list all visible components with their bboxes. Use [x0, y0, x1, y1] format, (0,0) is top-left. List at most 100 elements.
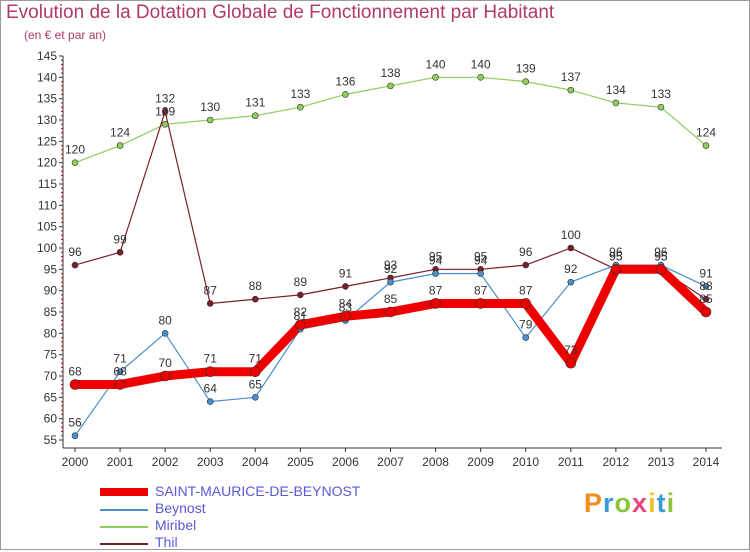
data-point-thil [567, 244, 575, 252]
data-point-saint-maurice [295, 319, 306, 331]
data-point-beynost [432, 270, 439, 277]
data-point-miribel [477, 74, 484, 81]
data-labels: 120 124 129 130 131 133 136 138 140 140 139 137 134 1… [65, 57, 716, 429]
data-label-saint-maurice: 87 [519, 283, 533, 297]
data-point-miribel [657, 103, 665, 111]
logo-letter: r [603, 488, 615, 518]
data-point-miribel [612, 99, 620, 107]
data-label-miribel: 134 [606, 83, 626, 97]
data-point-miribel [432, 74, 439, 81]
legend-swatch-saint-maurice [100, 488, 148, 496]
data-label-beynost: 96 [654, 245, 668, 259]
y-tick-label: 100 [37, 241, 57, 255]
data-label-saint-maurice: 68 [68, 365, 82, 379]
legend-swatch-beynost [100, 509, 148, 511]
x-tick-label: 2010 [512, 455, 539, 469]
legend-label-miribel: Miribel [155, 517, 197, 533]
data-label-thil: 132 [155, 91, 175, 105]
y-tick-label: 130 [37, 113, 57, 127]
y-tick-label: 90 [44, 284, 58, 298]
data-label-thil: 88 [249, 279, 263, 293]
data-point-miribel [116, 142, 124, 149]
data-point-miribel [387, 82, 394, 90]
line-chart: 5560657075808590951001051101151201251301… [37, 49, 722, 469]
data-label-miribel: 139 [516, 62, 536, 76]
data-label-thil: 87 [204, 283, 218, 297]
x-tick-label: 2006 [332, 455, 359, 469]
data-label-thil: 95 [474, 249, 488, 263]
data-point-saint-maurice [249, 366, 261, 378]
y-tick-label: 70 [44, 369, 58, 383]
data-label-saint-maurice: 85 [699, 292, 713, 306]
data-label-beynost: 64 [204, 382, 218, 396]
logo-letter: o [614, 488, 633, 518]
data-label-miribel: 124 [110, 126, 130, 140]
data-label-thil: 100 [561, 228, 581, 242]
data-label-beynost: 96 [609, 245, 623, 259]
data-label-miribel: 140 [426, 57, 446, 71]
data-point-beynost [522, 334, 530, 341]
data-point-miribel [522, 78, 530, 85]
data-point-miribel [251, 112, 259, 120]
data-point-saint-maurice [655, 264, 667, 275]
data-label-miribel: 140 [471, 57, 491, 71]
x-tick-label: 2009 [467, 455, 494, 469]
data-point-saint-maurice [385, 306, 396, 318]
data-label-saint-maurice: 71 [204, 352, 218, 366]
y-tick-label: 85 [44, 305, 58, 319]
data-label-beynost: 83 [339, 301, 353, 315]
data-point-saint-maurice [340, 310, 351, 322]
legend-label-beynost: Beynost [155, 500, 206, 516]
data-label-beynost: 56 [68, 416, 82, 430]
y-tick-label: 145 [37, 49, 57, 63]
data-point-thil [71, 261, 79, 269]
data-point-beynost [251, 394, 259, 401]
data-point-beynost [71, 432, 79, 440]
y-tick-label: 75 [44, 348, 58, 362]
data-label-miribel: 133 [651, 87, 671, 101]
x-tick-label: 2013 [648, 455, 675, 469]
x-tick-label: 2000 [62, 455, 89, 469]
y-tick-label: 105 [37, 220, 57, 234]
y-tick-label: 95 [44, 262, 58, 276]
data-label-miribel: 136 [335, 74, 355, 88]
data-label-beynost: 91 [699, 266, 713, 280]
logo-letter: t [656, 488, 667, 518]
data-label-thil: 96 [68, 245, 82, 259]
data-point-saint-maurice [475, 298, 486, 309]
data-label-thil: 91 [339, 266, 353, 280]
data-label-thil: 95 [609, 249, 623, 263]
y-tick-label: 125 [37, 134, 57, 148]
data-label-thil: 89 [294, 275, 308, 289]
chart-subtitle: (en € et par an) [24, 28, 107, 42]
data-label-saint-maurice: 84 [339, 296, 353, 310]
data-label-beynost: 94 [474, 254, 488, 268]
x-tick-label: 2003 [197, 455, 224, 469]
data-point-saint-maurice [114, 379, 126, 390]
x-tick-label: 2014 [693, 455, 720, 469]
legend-label-saint-maurice: SAINT-MAURICE-DE-BEYNOST [155, 483, 361, 499]
data-label-thil: 96 [519, 245, 533, 259]
data-point-miribel [342, 91, 349, 98]
data-point-thil [297, 291, 304, 299]
y-tick-label: 80 [44, 326, 58, 340]
data-point-thil [161, 108, 169, 115]
data-point-beynost [567, 278, 575, 286]
x-tick-label: 2007 [377, 455, 404, 469]
data-point-saint-maurice [204, 366, 216, 378]
y-tick-label: 60 [44, 412, 58, 426]
data-label-thil: 95 [429, 249, 443, 263]
chart-title: Evolution de la Dotation Globale de Fonc… [6, 2, 555, 23]
data-point-thil [522, 261, 530, 269]
data-label-miribel: 120 [65, 143, 85, 157]
data-label-saint-maurice: 95 [654, 249, 668, 263]
data-label-beynost: 71 [113, 352, 127, 366]
data-label-miribel: 138 [380, 66, 400, 80]
data-point-saint-maurice [520, 298, 532, 309]
series-points [69, 74, 712, 440]
data-label-beynost: 81 [294, 309, 308, 323]
y-tick-label: 55 [44, 433, 58, 447]
proxiti-logo: Proxiti [584, 488, 675, 519]
data-point-saint-maurice [430, 298, 441, 309]
data-point-saint-maurice [700, 306, 712, 318]
